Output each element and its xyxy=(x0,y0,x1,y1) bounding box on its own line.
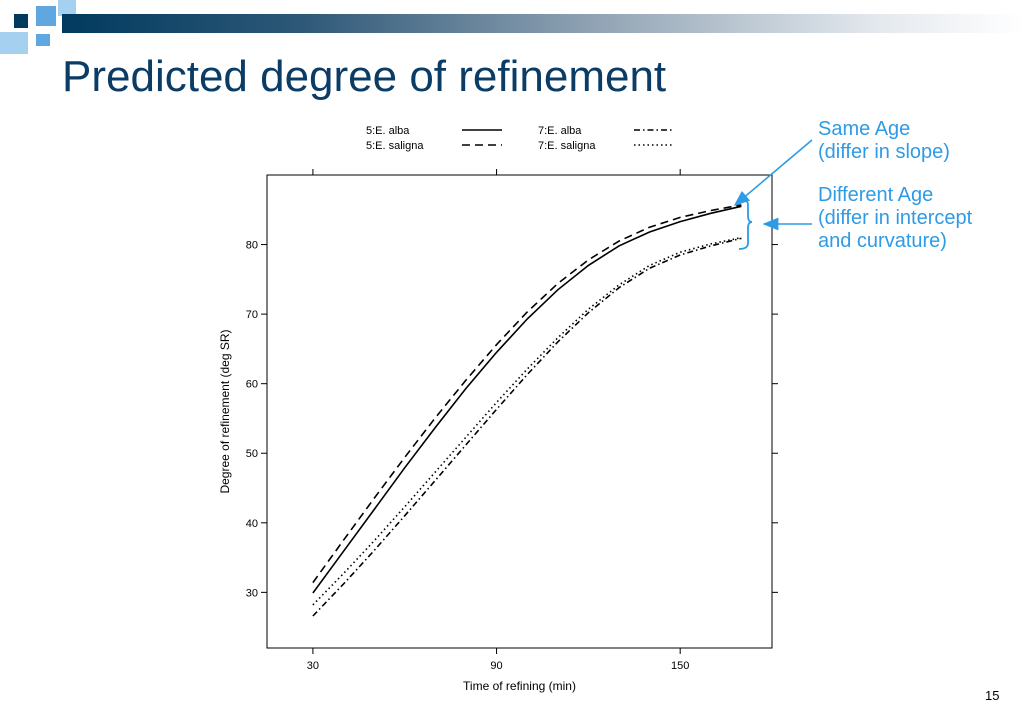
y-tick-label: 50 xyxy=(246,448,258,460)
x-tick-label: 30 xyxy=(307,660,319,672)
x-axis-label: Time of refining (min) xyxy=(463,679,576,693)
annotation-line: (differ in slope) xyxy=(818,141,950,163)
x-tick-label: 90 xyxy=(490,660,502,672)
legend-label: 5:E. saligna xyxy=(366,140,424,152)
plot-area: 30 90 150 30 40 50 60 70 80 Time of refining (min… xyxy=(218,169,778,693)
annotation-different-age: Different Age (differ in intercept and c… xyxy=(818,184,972,253)
slide-title: Predicted degree of refinement xyxy=(62,52,667,101)
series-line xyxy=(312,205,742,594)
annotation-line: and curvature) xyxy=(818,230,947,252)
plot-frame xyxy=(266,174,773,649)
series-line xyxy=(312,237,742,617)
annotation-same-age: Same Age (differ in slope) xyxy=(818,118,950,164)
y-tick-label: 30 xyxy=(246,587,258,599)
y-tick-label: 70 xyxy=(246,309,258,321)
series-line xyxy=(312,236,742,606)
y-tick-label: 80 xyxy=(246,240,258,252)
legend-label: 7:E. alba xyxy=(538,125,582,137)
legend-label: 5:E. alba xyxy=(366,125,410,137)
title-banner xyxy=(62,14,1023,33)
legend: 5:E. alba 5:E. saligna 7:E. alba 7:E. salig… xyxy=(366,125,674,152)
legend-label: 7:E. saligna xyxy=(538,140,596,152)
corner-square-pale xyxy=(58,0,76,16)
annotation-line: Same Age xyxy=(818,118,911,140)
different-age-bracket xyxy=(738,198,753,250)
corner-square-navy xyxy=(14,14,28,28)
corner-square-small xyxy=(36,34,50,46)
same-age-arrow xyxy=(733,139,813,207)
y-axis-label: Degree of refinement (deg SR) xyxy=(218,329,232,493)
annotation-line: (differ in intercept xyxy=(818,207,973,229)
page-number: 15 xyxy=(985,688,1000,703)
series-line xyxy=(312,204,742,584)
y-tick-label: 60 xyxy=(246,379,258,391)
corner-square-blue xyxy=(36,6,56,26)
corner-square-light xyxy=(0,32,28,54)
annotation-line: Different Age xyxy=(818,184,934,206)
x-tick-label: 150 xyxy=(671,660,689,672)
annotation-brackets xyxy=(733,139,813,250)
y-tick-label: 40 xyxy=(246,518,258,530)
